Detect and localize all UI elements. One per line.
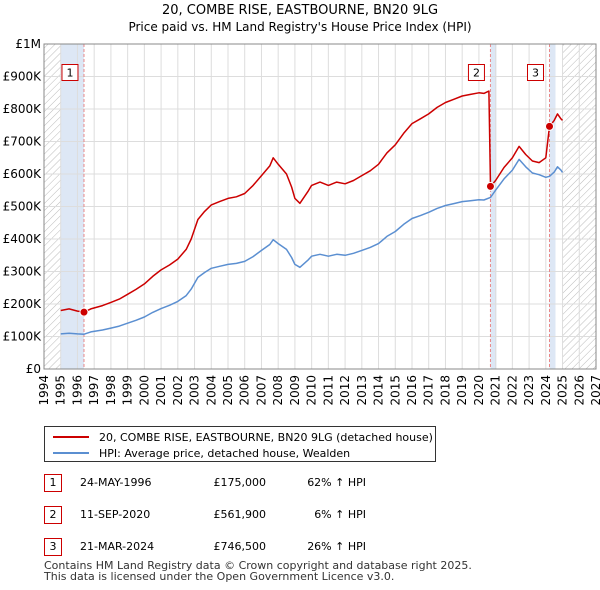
x-tick-label: 2017	[422, 375, 436, 406]
x-tick-label: 2023	[522, 375, 536, 406]
sale-label-box	[467, 64, 485, 81]
sale-point	[79, 307, 89, 317]
x-tick-label: 2006	[238, 375, 252, 406]
x-tick-label: 2014	[372, 375, 386, 406]
x-tick-label: 2008	[271, 375, 285, 406]
x-tick-label: 2016	[405, 375, 419, 406]
sale-point	[485, 181, 495, 191]
transaction-badge: 2	[44, 506, 62, 524]
transaction-hpi: 62% ↑ HPI	[307, 476, 366, 489]
transaction-date: 11-SEP-2020	[80, 508, 151, 521]
sale-label-number: 3	[532, 67, 539, 80]
y-tick-label: £200K	[3, 297, 43, 311]
y-tick-label: £600K	[3, 167, 43, 181]
footer-line: This data is licensed under the Open Gov…	[44, 570, 395, 583]
sale-label-number: 2	[473, 67, 480, 80]
transaction-date: 24-MAY-1996	[80, 476, 152, 489]
chart-legend: 20, COMBE RISE, EASTBOURNE, BN20 9LG (de…	[44, 426, 436, 462]
x-tick-label: 1995	[54, 375, 68, 406]
x-tick-label: 2027	[589, 375, 600, 406]
legend-swatch-property	[53, 436, 89, 438]
x-tick-label: 1996	[70, 375, 84, 406]
price-chart: 20, COMBE RISE, EASTBOURNE, BN20 9LG Pri…	[3, 3, 600, 406]
x-tick-label: 2004	[204, 375, 218, 406]
transaction-price: £746,500	[213, 540, 267, 553]
x-tick-label: 2021	[489, 375, 503, 406]
y-tick-label: £400K	[3, 232, 43, 246]
legend-item-property: 20, COMBE RISE, EASTBOURNE, BN20 9LG (de…	[53, 429, 433, 445]
sale-label-box	[526, 64, 544, 81]
legend-label-hpi: HPI: Average price, detached house, Weal…	[99, 446, 351, 460]
footer-line: Contains HM Land Registry data © Crown c…	[44, 559, 472, 572]
x-tick-label: 2009	[288, 375, 302, 406]
transaction-date: 21-MAR-2024	[80, 540, 155, 553]
transaction-price: £561,900	[213, 508, 267, 521]
x-tick-label: 2003	[188, 375, 202, 406]
legend-item-hpi: HPI: Average price, detached house, Weal…	[53, 445, 350, 461]
x-tick-label: 2005	[221, 375, 235, 406]
x-tick-label: 2001	[154, 375, 168, 406]
footer-attribution: Contains HM Land Registry data © Crown c…	[44, 560, 472, 582]
transaction-badge: 1	[44, 474, 62, 492]
x-tick-label: 2013	[355, 375, 369, 406]
legend-label-property: 20, COMBE RISE, EASTBOURNE, BN20 9LG (de…	[99, 430, 433, 444]
property-series-line	[60, 90, 564, 313]
y-tick-label: £0	[26, 362, 41, 376]
y-tick-label: £900K	[3, 70, 43, 84]
x-tick-label: 2019	[455, 375, 469, 406]
x-tick-label: 2000	[137, 375, 151, 406]
chart-title: 20, COMBE RISE, EASTBOURNE, BN20 9LG	[162, 3, 438, 18]
x-tick-label: 1999	[121, 375, 135, 406]
x-tick-label: 2002	[171, 375, 185, 406]
transaction-hpi: 26% ↑ HPI	[307, 540, 366, 553]
x-tick-label: 1994	[37, 375, 51, 406]
x-tick-label: 2025	[556, 375, 570, 406]
sale-point	[544, 121, 554, 131]
plot-frame	[43, 43, 597, 370]
chart-subtitle: Price paid vs. HM Land Registry's House …	[128, 20, 471, 34]
transaction-price: £175,000	[213, 476, 267, 489]
y-tick-label: £1M	[15, 37, 41, 51]
x-tick-label: 2011	[321, 375, 335, 406]
y-tick-label: £700K	[3, 135, 43, 149]
x-tick-label: 2007	[254, 375, 268, 406]
x-tick-label: 2024	[539, 375, 553, 406]
legend-swatch-hpi	[53, 452, 89, 454]
y-tick-label: £500K	[3, 200, 43, 214]
y-tick-label: £100K	[3, 330, 43, 344]
sale-label-number: 1	[66, 67, 73, 80]
x-tick-label: 2010	[305, 375, 319, 406]
x-tick-label: 2026	[572, 375, 586, 406]
y-tick-label: £300K	[3, 265, 43, 279]
transaction-hpi: 6% ↑ HPI	[314, 508, 366, 521]
x-tick-label: 2012	[338, 375, 352, 406]
x-tick-label: 1997	[87, 375, 101, 406]
hpi-series-line	[60, 158, 564, 335]
x-tick-label: 2015	[388, 375, 402, 406]
sale-label-box	[61, 64, 79, 81]
transaction-badge: 3	[44, 538, 62, 556]
x-tick-label: 2020	[472, 375, 486, 406]
x-tick-label: 1998	[104, 375, 118, 406]
x-tick-label: 2022	[505, 375, 519, 406]
x-tick-label: 2018	[438, 375, 452, 406]
y-tick-label: £800K	[3, 102, 43, 116]
